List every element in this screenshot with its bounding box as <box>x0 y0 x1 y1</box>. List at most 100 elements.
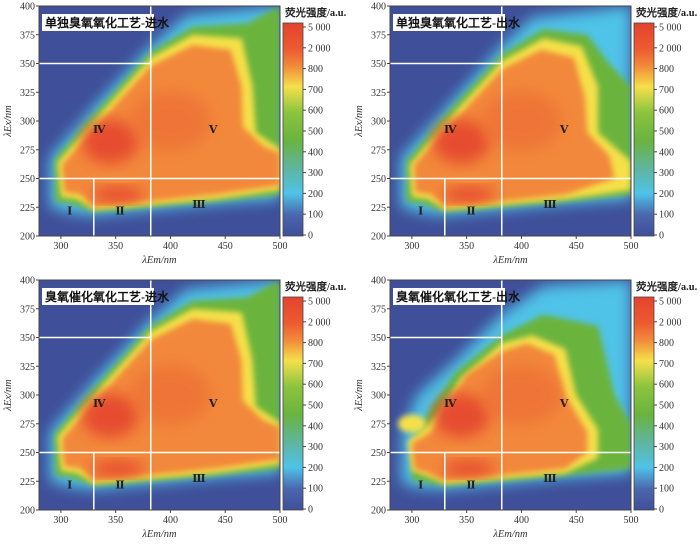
peak-hotspot <box>442 460 495 477</box>
y-tick-label: 250 <box>20 448 35 459</box>
peak-hotspot <box>91 460 144 477</box>
peak-hotspot <box>433 393 490 438</box>
y-axis-label: λEx/nm <box>354 379 365 412</box>
peak-hotspot <box>130 91 211 151</box>
colorbar-tick-label: 600 <box>659 380 674 391</box>
x-tick-label: 500 <box>624 241 639 252</box>
region-label: Ⅱ <box>115 480 124 492</box>
region-label: Ⅲ <box>192 473 205 485</box>
x-tick-label: 350 <box>108 515 123 526</box>
panel-title: 臭氧催化氧化工艺-出水 <box>396 289 521 304</box>
colorbar-tick-label: 500 <box>659 401 674 412</box>
y-tick-label: 200 <box>371 506 386 517</box>
colorbar-tick-label: 700 <box>659 85 674 96</box>
colorbar-tick-label: 100 <box>659 210 674 221</box>
colorbar-title: 荧光强度/a.u. <box>636 280 698 293</box>
y-tick-label: 400 <box>371 276 386 287</box>
region-label: Ⅴ <box>208 398 218 410</box>
y-tick-label: 225 <box>20 477 35 488</box>
x-tick-label: 500 <box>624 515 639 526</box>
x-tick-label: 450 <box>569 515 584 526</box>
x-axis-label: λEm/nm <box>141 529 177 540</box>
y-tick-label: 275 <box>20 419 35 430</box>
y-tick-label: 400 <box>371 2 386 13</box>
y-tick-label: 325 <box>371 362 386 373</box>
y-tick-label: 250 <box>371 174 386 185</box>
x-tick-label: 450 <box>218 241 233 252</box>
region-label: Ⅳ <box>93 398 106 410</box>
x-axis-label: λEm/nm <box>141 255 177 266</box>
panel-title-box <box>393 14 505 31</box>
colorbar-tick-label: 2 000 <box>308 43 331 54</box>
y-tick-label: 350 <box>371 59 386 70</box>
colorbar-tick-label: 300 <box>308 442 323 453</box>
colorbar-tick-label: 0 <box>659 505 664 516</box>
colorbar-tick-label: 800 <box>308 338 323 349</box>
peak-hotspot <box>130 365 211 425</box>
colorbar-tick-label: 700 <box>308 359 323 370</box>
region-label: Ⅱ <box>466 480 475 492</box>
left-blob <box>397 414 426 433</box>
region-label: Ⅰ <box>418 480 423 492</box>
colorbar-tick-label: 500 <box>659 127 674 138</box>
colorbar-tick-label: 300 <box>659 442 674 453</box>
panel-title-box <box>42 288 154 305</box>
y-tick-label: 400 <box>20 2 35 13</box>
colorbar-tick-label: 800 <box>659 338 674 349</box>
y-tick-label: 225 <box>20 203 35 214</box>
region-label: Ⅰ <box>67 480 72 492</box>
colorbar-tick-label: 800 <box>659 64 674 75</box>
panel-title: 单独臭氧氧化工艺-出水 <box>396 15 521 30</box>
colorbar-tick-label: 400 <box>308 421 323 432</box>
region-label: Ⅲ <box>192 199 205 211</box>
region-label: Ⅴ <box>208 124 218 136</box>
eem-panel-1: Ⅰ Ⅱ Ⅲ Ⅳ Ⅴ 单独臭氧氧化工艺-进水 300 350 400 450 500 200 225 250… <box>0 0 350 271</box>
region-label: Ⅴ <box>559 398 569 410</box>
region-label: Ⅳ <box>93 124 106 136</box>
colorbar-tick-label: 5 000 <box>659 297 682 308</box>
y-axis-label: λEx/nm <box>3 105 14 138</box>
y-tick-label: 375 <box>20 30 35 41</box>
colorbar-tick-label: 2 000 <box>659 317 682 328</box>
colorbar-tick-label: 100 <box>308 210 323 221</box>
y-tick-label: 350 <box>20 333 35 344</box>
region-label: Ⅲ <box>543 473 556 485</box>
y-tick-label: 350 <box>371 333 386 344</box>
y-tick-label: 250 <box>20 174 35 185</box>
y-tick-label: 300 <box>20 391 35 402</box>
y-tick-label: 275 <box>371 145 386 156</box>
colorbar-tick-label: 0 <box>308 505 313 516</box>
eem-panel-2: Ⅰ Ⅱ Ⅲ Ⅳ Ⅴ 单独臭氧氧化工艺-出水 300 350 400 450 500 200 225 250… <box>351 0 700 271</box>
colorbar-title: 荧光强度/a.u. <box>636 6 698 19</box>
x-tick-label: 300 <box>404 241 419 252</box>
x-tick-label: 300 <box>53 241 68 252</box>
colorbar <box>633 296 655 511</box>
eem-panel-3: Ⅰ Ⅱ Ⅲ Ⅳ Ⅴ 臭氧催化氧化工艺-进水 300 350 400 450 500 200 225 250… <box>0 274 350 545</box>
colorbar-tick-label: 700 <box>659 359 674 370</box>
peak-hotspot <box>91 186 144 203</box>
panel-title-box <box>42 14 154 31</box>
y-tick-label: 250 <box>371 448 386 459</box>
y-tick-label: 200 <box>20 232 35 243</box>
region-label: Ⅰ <box>418 206 423 218</box>
y-tick-label: 350 <box>20 59 35 70</box>
colorbar-tick-label: 400 <box>308 147 323 158</box>
x-tick-label: 400 <box>163 515 178 526</box>
colorbar-tick-label: 2 000 <box>308 317 331 328</box>
x-tick-label: 300 <box>404 515 419 526</box>
x-tick-label: 400 <box>163 241 178 252</box>
y-tick-label: 375 <box>371 30 386 41</box>
panel-title: 单独臭氧氧化工艺-进水 <box>45 15 170 30</box>
colorbar-tick-label: 100 <box>659 484 674 495</box>
colorbar-tick-label: 600 <box>659 106 674 117</box>
region-label: Ⅱ <box>115 206 124 218</box>
x-tick-label: 400 <box>514 241 529 252</box>
eem-contour-plot: Ⅰ Ⅱ Ⅲ Ⅳ Ⅴ 臭氧催化氧化工艺-进水 300 350 400 450 500 200 225 250… <box>3 276 347 541</box>
y-tick-label: 275 <box>20 145 35 156</box>
colorbar-tick-label: 300 <box>659 168 674 179</box>
x-tick-label: 450 <box>569 241 584 252</box>
colorbar-tick-label: 0 <box>659 231 664 242</box>
y-tick-label: 325 <box>20 362 35 373</box>
colorbar-tick-label: 200 <box>659 463 674 474</box>
